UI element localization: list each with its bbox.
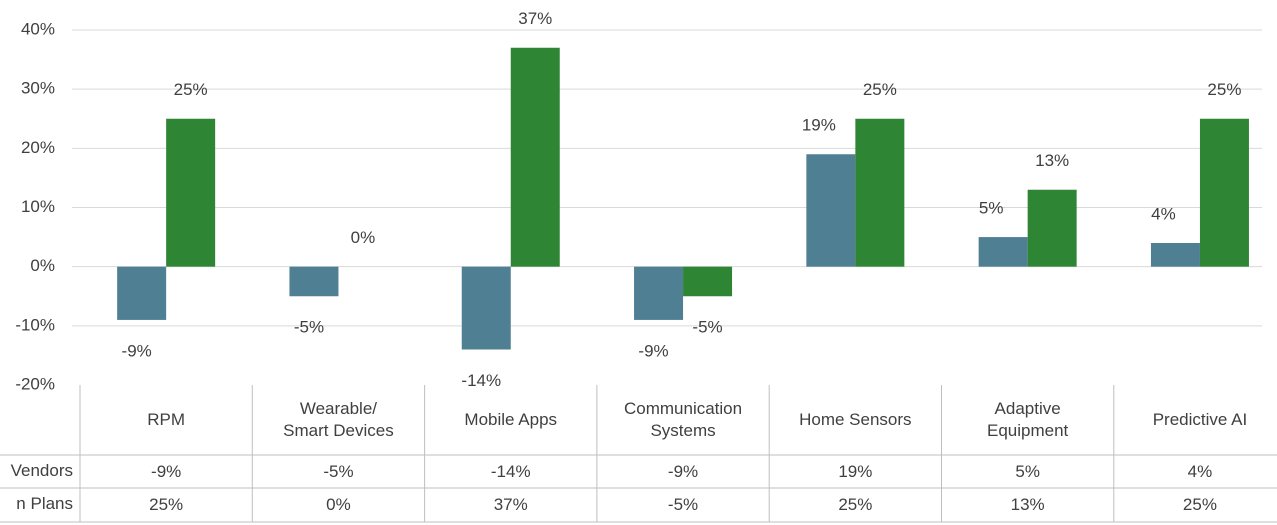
y-tick-label: 40% <box>21 19 55 38</box>
table-value: 4% <box>1187 461 1213 481</box>
table-value: 25% <box>838 495 873 514</box>
category-label: Adaptive Equipment <box>987 399 1069 440</box>
legend-entry: n Plans <box>16 494 73 513</box>
data-label: -14% <box>461 371 501 390</box>
bar <box>855 118 905 267</box>
data-label: 4% <box>1151 204 1176 223</box>
data-label: -5% <box>294 318 324 337</box>
table-value: 19% <box>838 461 873 481</box>
bar <box>683 266 733 297</box>
bar <box>461 266 511 350</box>
y-tick-label: 10% <box>21 197 55 216</box>
bar <box>1027 189 1077 267</box>
table-value: 5% <box>1015 461 1040 481</box>
category-label: Predictive AI <box>1152 410 1248 429</box>
category-label: RPM <box>147 410 186 429</box>
bar <box>166 118 216 267</box>
data-label: 25% <box>174 80 208 99</box>
bar <box>510 47 560 267</box>
data-label: 0% <box>351 228 376 247</box>
bar <box>634 266 684 320</box>
table-value: 25% <box>149 495 184 514</box>
data-label: -9% <box>122 341 152 360</box>
table-value: 13% <box>1010 495 1045 514</box>
category-label: Mobile Apps <box>464 410 558 429</box>
y-tick-label: 0% <box>30 256 55 275</box>
data-label: 25% <box>1207 80 1241 99</box>
category-label: Wearable/ Smart Devices <box>283 399 394 440</box>
data-label: 37% <box>518 9 552 28</box>
data-label: 19% <box>802 116 836 135</box>
data-label: 5% <box>979 199 1004 218</box>
table-value: 0% <box>326 495 351 514</box>
data-label: 13% <box>1035 151 1069 170</box>
table-value: 25% <box>1182 495 1217 514</box>
y-tick-label: 20% <box>21 138 55 157</box>
table-value: -5% <box>667 495 699 514</box>
bar <box>806 154 856 267</box>
y-tick-label: -20% <box>15 374 55 393</box>
bar <box>978 237 1028 267</box>
bar <box>1199 118 1249 267</box>
table-value: -9% <box>151 461 182 481</box>
table-value: -5% <box>323 461 354 481</box>
legend-entry: Vendors <box>10 461 73 480</box>
y-tick-label: 30% <box>21 79 55 98</box>
data-label: -9% <box>638 341 668 360</box>
data-label: -5% <box>692 318 722 337</box>
data-label: 25% <box>863 80 897 99</box>
table-value: -14% <box>490 461 531 481</box>
bar <box>289 266 339 297</box>
category-label: Communication Systems <box>623 399 743 440</box>
table-value: 37% <box>493 495 528 514</box>
y-tick-label: -10% <box>15 315 55 334</box>
bar <box>117 266 167 320</box>
category-label: Home Sensors <box>799 410 912 429</box>
table-value: -9% <box>667 461 699 481</box>
bar <box>1150 243 1200 267</box>
